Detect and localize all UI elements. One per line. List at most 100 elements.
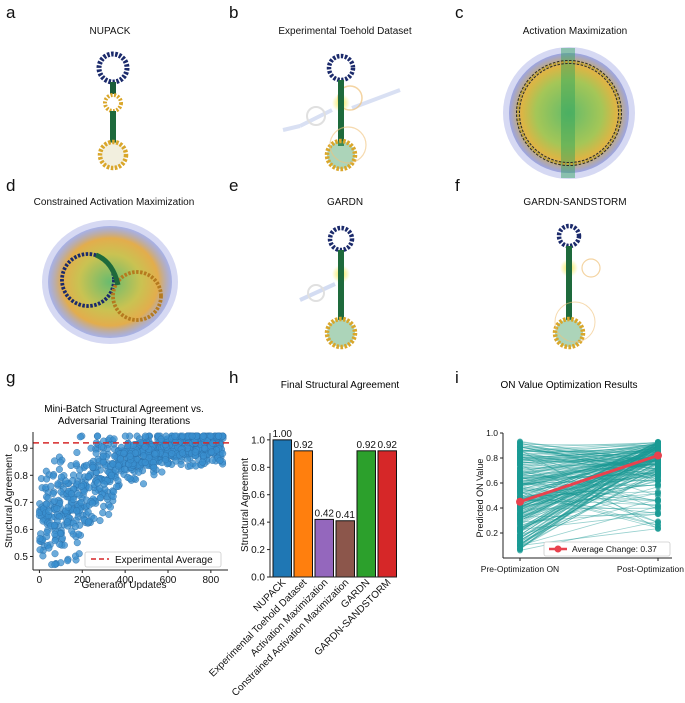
- chart-i-pair-line: [519, 457, 659, 531]
- chart-i-pair-line: [519, 453, 659, 476]
- chart-g-point: [75, 550, 83, 558]
- panel-title-a: NUPACK: [89, 26, 131, 37]
- panel-label-e: e: [229, 176, 239, 195]
- chart-i-pair-line: [519, 450, 659, 453]
- chart-i-pair-line: [519, 445, 659, 458]
- chart-i-pair-line: [519, 449, 659, 470]
- chart-i-pair-line: [519, 480, 659, 484]
- chart-g-point: [89, 463, 97, 471]
- chart-g-point: [179, 432, 187, 440]
- chart-g-point: [43, 528, 51, 536]
- chart-i-pair-line: [519, 499, 659, 506]
- structure-e-side-loop: [307, 284, 325, 302]
- chart-g-point: [85, 484, 93, 492]
- chart-g-point: [113, 483, 121, 491]
- chart-i-pair-line: [519, 464, 659, 475]
- chart-i-pair-line: [519, 479, 659, 518]
- chart-i-pair-line: [519, 449, 659, 461]
- chart-i-pair-line: [519, 463, 659, 477]
- chart-i-pair-line: [519, 484, 659, 499]
- chart-i-pair-line: [519, 455, 659, 533]
- chart-i-pair-line: [519, 449, 659, 459]
- chart-g-ytick-label: 0.5: [14, 552, 28, 563]
- chart-i-pair-line: [519, 444, 659, 477]
- chart-i-legend-label: Average Change: 0.37: [572, 544, 657, 554]
- chart-g-point: [199, 452, 207, 460]
- chart-i-pair-line: [519, 464, 659, 523]
- chart-i-pair-line: [519, 443, 659, 481]
- chart-i-pair-line: [519, 450, 659, 495]
- chart-i-pair-line: [519, 459, 659, 464]
- chart-i-pair-line: [519, 448, 659, 453]
- chart-i-pair-line: [519, 453, 659, 494]
- chart-i-pair-line: [519, 447, 659, 472]
- chart-i-pair-line: [519, 452, 659, 497]
- chart-g-point: [192, 462, 200, 470]
- structure-d-loop-1: [60, 252, 116, 308]
- chart-i-pair-line: [519, 476, 659, 485]
- chart-i-ytick-label: 0.8: [486, 453, 498, 463]
- chart-i-pair-line: [519, 456, 659, 479]
- chart-i-pair-line: [519, 445, 659, 519]
- chart-g-point: [105, 510, 113, 518]
- chart-g-point: [39, 552, 47, 560]
- chart-i-pair-line: [519, 486, 659, 507]
- chart-g-point: [57, 488, 65, 496]
- chart-i-pair-line: [519, 444, 659, 498]
- chart-i-pair-line: [519, 479, 659, 503]
- chart-i-pair-line: [519, 444, 659, 452]
- chart-i-pair-line: [519, 447, 659, 469]
- chart-i-pair-line: [519, 444, 659, 446]
- chart-i-average-post: [654, 451, 662, 460]
- chart-h-value-label: 0.42: [315, 508, 335, 519]
- chart-i-pair-line: [519, 458, 659, 504]
- chart-g-point: [36, 546, 44, 554]
- chart-i-pair-line: [519, 447, 659, 522]
- chart-i-pair-line: [519, 457, 659, 466]
- chart-g-point: [131, 449, 139, 457]
- chart-i-pair-line: [519, 446, 659, 475]
- chart-g-point: [94, 432, 102, 440]
- chart-i-xtick-label: Pre-Optimization ON: [481, 564, 559, 574]
- structure-b-faint-loop: [329, 126, 367, 164]
- chart-h-ylabel: Structural Agreement: [240, 458, 251, 552]
- chart-g-point: [135, 468, 143, 476]
- chart-i-pair-line: [519, 442, 659, 482]
- chart-g-legend: Experimental Average: [84, 551, 222, 568]
- chart-i-lines: [517, 438, 661, 554]
- chart-g-point: [49, 490, 57, 498]
- structure-f-top-loop: [556, 223, 582, 249]
- chart-g-point: [43, 475, 51, 483]
- chart-g-ytick-label: 0.9: [14, 444, 28, 455]
- chart-g-point: [96, 494, 104, 502]
- chart-g-point: [76, 466, 84, 474]
- chart-i-pair-line: [519, 472, 659, 480]
- chart-i-pair-line: [519, 445, 659, 491]
- panel-title-d: Constrained Activation Maximization: [33, 197, 195, 208]
- panel-label-c: c: [455, 3, 464, 22]
- chart-h-title: Final Structural Agreement: [281, 380, 400, 391]
- chart-i-pair-line: [519, 469, 659, 485]
- structure-a-stem-2: [110, 111, 116, 143]
- structure-f-faint-loop: [554, 301, 596, 343]
- chart-i-pair-line: [519, 449, 659, 475]
- chart-i-pair-line: [519, 447, 659, 522]
- chart-i-pair-line: [519, 446, 659, 455]
- chart-i-post-point: [655, 524, 661, 531]
- chart-i-pair-line: [519, 459, 659, 507]
- chart-i-pair-line: [519, 456, 659, 546]
- chart-g-xtick-label: 800: [203, 575, 220, 586]
- structure-a-loop-fill: [100, 142, 126, 168]
- chart-g-point: [121, 465, 129, 473]
- chart-i-pair-line: [519, 451, 659, 480]
- chart-i-pair-line: [519, 447, 659, 516]
- chart-i-pair-line: [519, 451, 659, 461]
- chart-i-pair-line: [519, 449, 659, 530]
- chart-i-pre-point: [517, 452, 523, 459]
- chart-g-point: [162, 432, 170, 440]
- chart-g-point: [207, 432, 215, 440]
- chart-g-point: [126, 452, 134, 460]
- chart-i-pair-line: [519, 442, 659, 502]
